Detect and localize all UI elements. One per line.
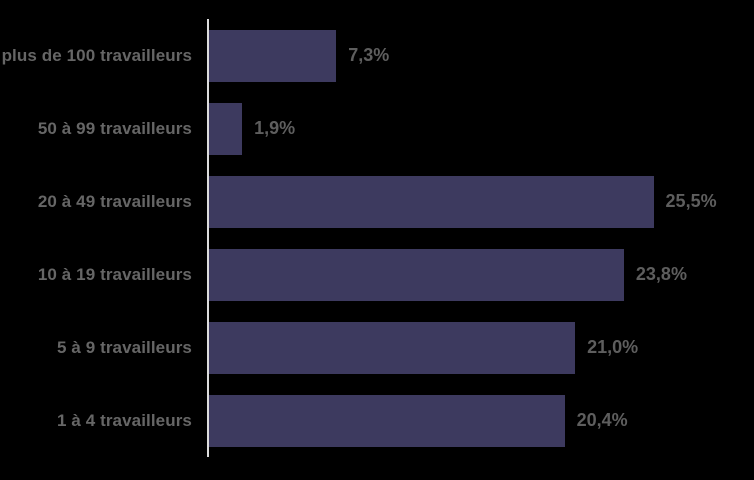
bar-area: 7,3%	[209, 29, 732, 82]
y-axis-line	[207, 19, 209, 457]
value-label: 1,9%	[254, 118, 296, 138]
plot-area: plus de 100 travailleurs 7,3% 50 à 99 tr…	[0, 19, 754, 457]
bar	[209, 102, 243, 155]
chart-row: 1 à 4 travailleurs 20,4%	[0, 384, 754, 457]
value-label: 7,3%	[348, 45, 390, 65]
bar-area: 20,4%	[209, 394, 732, 447]
value-label: 25,5%	[665, 191, 717, 211]
bar	[209, 29, 337, 82]
value-label: 20,4%	[576, 410, 628, 430]
bar-area: 23,8%	[209, 248, 732, 301]
bar-area: 21,0%	[209, 321, 732, 374]
category-label: plus de 100 travailleurs	[1, 45, 192, 65]
bar	[209, 321, 576, 374]
chart-row: 10 à 19 travailleurs 23,8%	[0, 238, 754, 311]
bar-area: 25,5%	[209, 175, 732, 228]
chart-row: 5 à 9 travailleurs 21,0%	[0, 311, 754, 384]
category-label: 10 à 19 travailleurs	[37, 264, 192, 284]
bar	[209, 248, 624, 301]
bar	[209, 175, 654, 228]
category-label: 20 à 49 travailleurs	[37, 191, 192, 211]
category-label: 1 à 4 travailleurs	[56, 410, 192, 430]
value-label: 21,0%	[587, 337, 639, 357]
bar-area: 1,9%	[209, 102, 732, 155]
category-label: 5 à 9 travailleurs	[56, 337, 192, 357]
chart-row: 50 à 99 travailleurs 1,9%	[0, 92, 754, 165]
category-label: 50 à 99 travailleurs	[37, 118, 192, 138]
chart-row: 20 à 49 travailleurs 25,5%	[0, 165, 754, 238]
value-label: 23,8%	[635, 264, 687, 284]
bar	[209, 394, 565, 447]
chart-row: plus de 100 travailleurs 7,3%	[0, 19, 754, 92]
